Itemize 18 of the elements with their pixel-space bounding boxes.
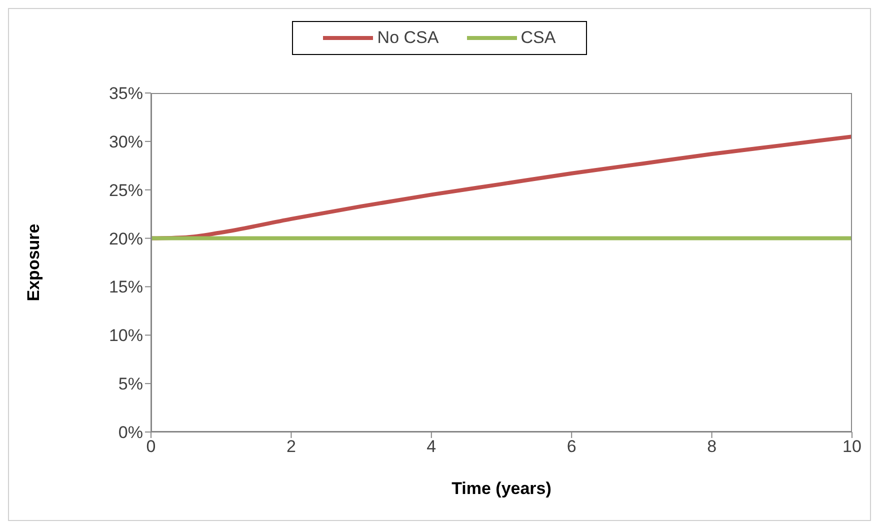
y-tick-label: 25%: [108, 180, 143, 200]
x-tick-label: 4: [426, 437, 436, 456]
x-tick-label: 0: [146, 437, 156, 456]
x-axis-title: Time (years): [452, 479, 552, 498]
x-tick-label: 10: [842, 437, 862, 456]
x-tick-label: 6: [566, 437, 576, 456]
x-tick-label: 8: [707, 437, 717, 456]
y-axis-title: Exposure: [24, 224, 44, 302]
y-tick-label: 35%: [108, 84, 143, 104]
y-tick-label: 15%: [108, 278, 143, 297]
y-tick-label: 10%: [108, 326, 143, 346]
y-tick-label: 30%: [108, 132, 143, 152]
legend-label: CSA: [520, 28, 556, 48]
y-tick-label: 5%: [118, 374, 143, 394]
y-tick-label: 20%: [108, 229, 143, 248]
y-tick-label: 0%: [118, 423, 143, 442]
x-tick-label: 2: [286, 437, 296, 456]
legend-label: No CSA: [377, 28, 439, 48]
